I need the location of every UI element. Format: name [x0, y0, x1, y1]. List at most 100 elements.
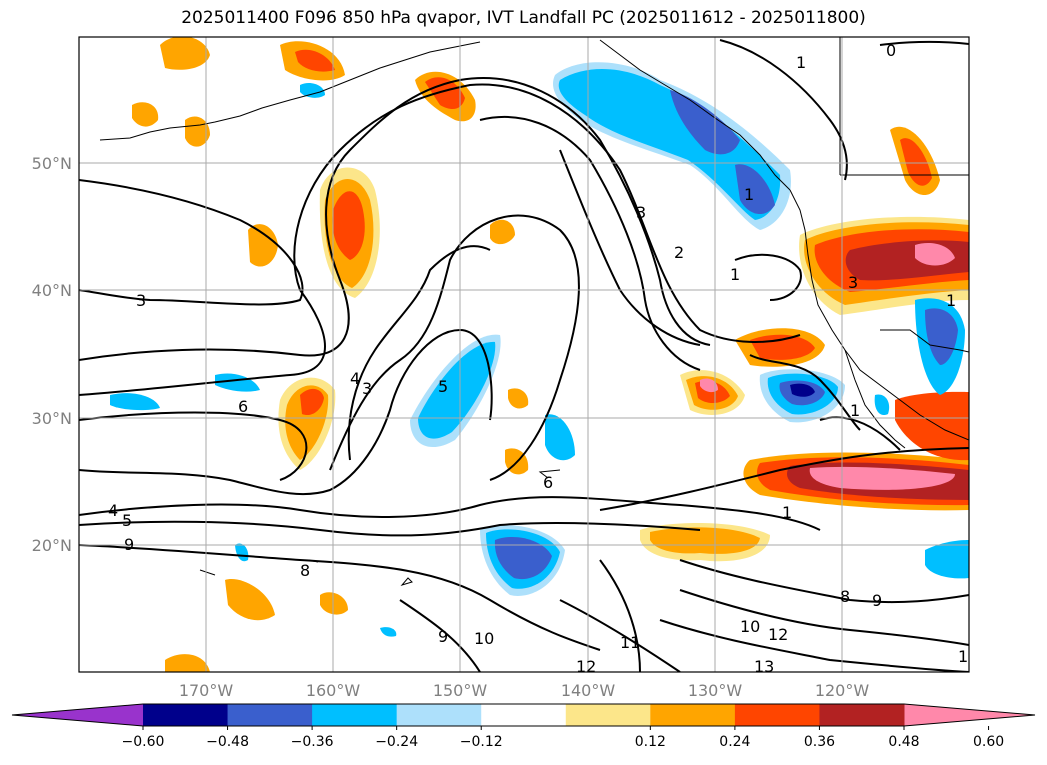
coastlines: [99, 37, 969, 586]
colorbar-segment: [312, 704, 398, 726]
positive-anomaly-area: [295, 49, 335, 72]
negative-anomaly-area: [300, 83, 325, 98]
contour-line: [719, 39, 848, 181]
contour-label: 6: [543, 473, 553, 492]
colorbar-extend-low: [12, 704, 143, 726]
positive-anomaly-area: [809, 466, 955, 490]
contour-line: [79, 496, 821, 531]
lon-label: 160°W: [306, 681, 361, 700]
contour-label: 4: [108, 501, 118, 520]
coastline: [844, 349, 906, 449]
contour-label: 4: [350, 369, 360, 388]
positive-anomaly-area: [320, 592, 348, 615]
contour-line: [347, 245, 491, 461]
contour-label: 12: [768, 625, 788, 644]
contour-line: [329, 214, 580, 481]
negative-anomaly-area: [874, 394, 890, 416]
colorbar-tick-label: 0.60: [973, 734, 1004, 750]
colorbar-segment: [227, 704, 313, 726]
colorbar-segment: [481, 704, 567, 726]
colorbar-tick-label: −0.48: [206, 734, 249, 750]
country-border: [880, 329, 969, 353]
contour-label: 11: [620, 633, 640, 652]
contour-label: 3: [848, 273, 858, 292]
colorbar-tick-label: 0.12: [635, 734, 666, 750]
negative-anomaly-area: [380, 627, 397, 637]
contour-line: [79, 77, 711, 361]
lat-label: 20°N: [32, 536, 72, 555]
lat-label: 30°N: [32, 409, 72, 428]
lat-label: 40°N: [32, 281, 72, 300]
colorbar-extend-high: [904, 704, 1035, 726]
coastline: [99, 41, 481, 141]
contour-labels: 0 1 1 1 1 1 1 2 3 3 3 3 4 4 5 5 6 6 8 8 …: [108, 41, 968, 676]
contour-label: 9: [872, 591, 882, 610]
contour-line: [79, 179, 304, 306]
colorbar: −0.60 −0.48 −0.36 −0.24 −0.12 0.12 0.24 0.36 0.4…: [11, 703, 1036, 750]
colorbar-segment: [819, 704, 905, 726]
contour-label: 1: [850, 401, 860, 420]
coastline: [789, 189, 969, 441]
positive-anomaly-area: [332, 191, 365, 260]
lon-label: 130°W: [688, 681, 743, 700]
positive-anomaly-area: [425, 77, 465, 110]
contour-line: [734, 253, 802, 301]
contour-label: 1: [744, 185, 754, 204]
negative-anomaly-area: [558, 69, 781, 220]
positive-anomaly-area: [900, 138, 932, 186]
contour-line: [479, 116, 701, 371]
contour-label: 3: [136, 291, 146, 310]
negative-anomaly-area: [215, 373, 260, 392]
lon-label: 140°W: [561, 681, 616, 700]
negative-anomaly-area: [735, 164, 775, 215]
colorbar-segment: [396, 704, 482, 726]
contour-line: [599, 559, 641, 672]
contour-label: 2: [674, 243, 684, 262]
contour-label: 9: [124, 535, 134, 554]
positive-anomaly-area: [650, 527, 760, 554]
contour-label: 5: [122, 511, 132, 530]
negative-anomaly-area: [925, 308, 958, 365]
positive-anomaly-area: [160, 37, 210, 70]
contour-line: [679, 589, 969, 646]
colorbar-tick-label: 0.48: [888, 734, 919, 750]
negative-anomaly-area: [545, 414, 575, 461]
colorbar-segment: [734, 704, 820, 726]
colorbar-tick-label: 0.24: [719, 734, 750, 750]
contour-label: 10: [474, 629, 494, 648]
colorbar-tick-label: −0.36: [291, 734, 334, 750]
contour-line: [399, 599, 481, 672]
positive-anomaly-area: [700, 378, 718, 393]
contour-label: 3: [362, 379, 372, 398]
contour-label: 8: [300, 561, 310, 580]
coastline: [599, 39, 791, 191]
contour-line: [79, 83, 801, 396]
positive-anomaly-area: [165, 654, 210, 672]
negative-anomaly-area: [670, 90, 740, 155]
contour-line: [559, 599, 681, 672]
contour-label: 8: [840, 587, 850, 606]
contour-label: 1: [946, 291, 956, 310]
contour-label: 0: [886, 41, 896, 60]
colorbar-segment: [143, 704, 229, 726]
contour-line: [79, 328, 493, 496]
contour-line: [679, 559, 969, 604]
graticule: [79, 37, 969, 672]
contour-label: 1: [796, 53, 806, 72]
negative-anomaly-area: [110, 393, 160, 411]
contour-label: 3: [636, 203, 646, 222]
contour-label: 1: [958, 647, 968, 666]
lon-label: 170°W: [179, 681, 234, 700]
colorbar-tick-label: −0.12: [460, 734, 503, 750]
positive-anomaly-area: [508, 388, 529, 409]
colorbar-tick-label: −0.24: [375, 734, 418, 750]
contour-line: [79, 544, 601, 651]
positive-anomaly-area: [248, 224, 278, 267]
contour-label: 12: [576, 657, 596, 676]
lon-label: 120°W: [815, 681, 870, 700]
latitude-labels: 50°N 40°N 30°N 20°N: [32, 154, 72, 555]
longitude-labels: 170°W 160°W 150°W 140°W 130°W 120°W: [179, 681, 870, 700]
positive-anomaly-area: [490, 219, 515, 245]
contour-label: 5: [438, 377, 448, 396]
